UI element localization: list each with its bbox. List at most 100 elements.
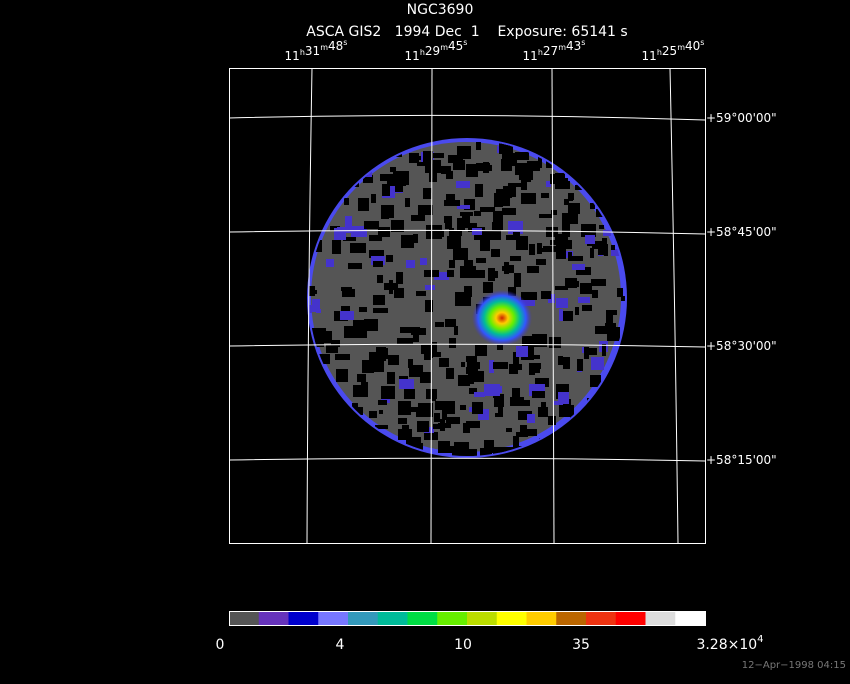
noise-pixel	[575, 307, 579, 315]
noise-pixel	[472, 228, 482, 235]
noise-pixel	[449, 338, 456, 348]
noise-pixel	[332, 240, 341, 254]
noise-pixel	[562, 399, 571, 410]
noise-pixel	[611, 374, 619, 388]
noise-pixel	[535, 378, 549, 387]
noise-pixel	[309, 372, 323, 379]
colorbar-swatch	[258, 611, 289, 625]
noise-pixel	[620, 390, 625, 398]
noise-pixel	[429, 173, 437, 182]
noise-pixel	[623, 425, 625, 431]
noise-pixel	[366, 436, 376, 444]
noise-pixel	[415, 443, 423, 451]
noise-pixel	[577, 359, 583, 371]
noise-pixel	[464, 286, 472, 297]
ra-unit: m	[558, 43, 566, 52]
noise-pixel	[376, 347, 386, 361]
noise-pixel	[425, 285, 435, 290]
noise-pixel	[390, 167, 396, 172]
ra-unit: s	[581, 38, 585, 47]
noise-pixel	[363, 175, 373, 183]
noise-pixel	[309, 286, 315, 296]
noise-pixel	[447, 446, 457, 453]
noise-pixel	[598, 407, 613, 418]
noise-pixel	[369, 235, 382, 241]
noise-pixel	[411, 407, 424, 412]
noise-pixel	[452, 451, 466, 456]
noise-pixel	[618, 388, 625, 400]
noise-pixel	[506, 428, 512, 432]
noise-pixel	[429, 153, 444, 158]
noise-pixel	[382, 184, 390, 196]
noise-pixel	[371, 256, 385, 265]
noise-pixel	[550, 174, 559, 184]
noise-pixel	[624, 374, 625, 385]
noise-pixel	[425, 300, 433, 312]
noise-pixel	[475, 345, 487, 356]
noise-pixel	[337, 180, 342, 185]
noise-pixel	[578, 172, 590, 185]
noise-pixel	[362, 360, 374, 373]
noise-pixel	[397, 338, 413, 344]
noise-pixel	[327, 165, 338, 173]
noise-pixel	[613, 442, 625, 451]
noise-pixel	[357, 374, 366, 382]
colorbar-swatch	[586, 611, 617, 625]
noise-pixel	[476, 270, 485, 278]
noise-pixel	[596, 401, 606, 409]
noise-pixel	[480, 239, 490, 251]
noise-pixel	[535, 442, 547, 447]
noise-pixel	[608, 207, 620, 216]
noise-pixel	[504, 262, 509, 274]
noise-pixel	[425, 352, 441, 357]
noise-pixel	[329, 174, 340, 185]
noise-pixel	[485, 230, 501, 240]
noise-pixel	[348, 263, 362, 269]
noise-pixel	[435, 401, 451, 410]
noise-pixel	[475, 184, 483, 197]
ra-value: 45	[448, 39, 463, 53]
noise-pixel	[460, 212, 473, 216]
noise-pixel	[425, 160, 441, 173]
noise-pixel	[344, 326, 355, 338]
noise-pixel	[538, 248, 543, 252]
noise-pixel	[416, 291, 426, 296]
colorbar-swatch	[407, 611, 438, 625]
noise-pixel	[582, 305, 592, 311]
noise-pixel	[361, 425, 369, 439]
noise-pixel	[606, 388, 611, 399]
ra-value: 31	[305, 44, 320, 58]
noise-pixel	[400, 327, 415, 333]
noise-pixel	[581, 154, 597, 165]
noise-pixel	[620, 405, 625, 413]
noise-pixel	[483, 162, 489, 173]
noise-pixel	[515, 152, 529, 160]
noise-pixel	[541, 193, 549, 198]
noise-pixel	[418, 205, 433, 215]
noise-pixel	[314, 448, 327, 456]
noise-pixel	[411, 237, 417, 242]
noise-pixel	[417, 421, 429, 432]
noise-pixel	[457, 218, 465, 231]
colorbar-swatch	[318, 611, 349, 625]
noise-pixel	[461, 362, 465, 367]
noise-pixel	[453, 160, 465, 170]
noise-pixel	[395, 178, 409, 185]
noise-pixel	[349, 428, 355, 441]
noise-pixel	[591, 357, 604, 370]
noise-pixel	[457, 146, 471, 159]
noise-pixel	[345, 216, 352, 229]
noise-pixel	[350, 148, 363, 161]
colorbar-frame	[229, 611, 706, 626]
noise-pixel	[314, 240, 322, 252]
colorbar-swatch	[526, 611, 557, 625]
noise-pixel	[448, 155, 463, 163]
colorbar-swatch	[348, 611, 379, 625]
noise-pixel	[563, 311, 573, 321]
noise-pixel	[582, 149, 597, 157]
ra-unit: m	[677, 43, 685, 52]
noise-pixel	[498, 403, 503, 416]
noise-pixel	[614, 183, 625, 189]
noise-pixel	[441, 166, 451, 174]
